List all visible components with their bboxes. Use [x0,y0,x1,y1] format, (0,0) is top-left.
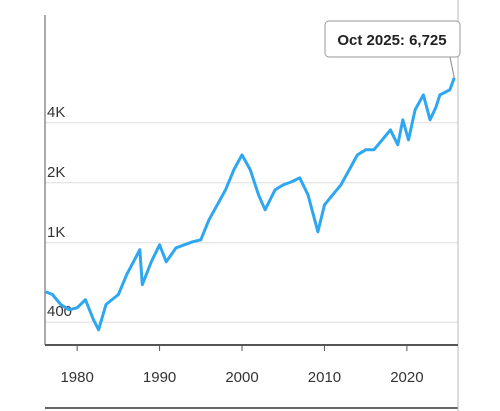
x-tick-label: 1990 [143,369,176,386]
y-tick-label: 2K [47,164,65,181]
x-tick-label: 1980 [60,369,93,386]
x-tick-label: 2010 [308,369,341,386]
y-tick-label: 1K [47,224,65,241]
tooltip-text: Oct 2025: 6,725 [337,32,446,49]
y-tick-label: 4K [47,104,65,121]
tooltip-pointer [449,56,455,78]
y-tick-label: 400 [47,303,72,320]
x-tick-label: 2000 [225,369,258,386]
tooltip-box [324,20,461,58]
x-tick-label: 2020 [390,369,423,386]
data-line [45,77,456,332]
tooltip: Oct 2025: 6,725 [324,20,461,78]
